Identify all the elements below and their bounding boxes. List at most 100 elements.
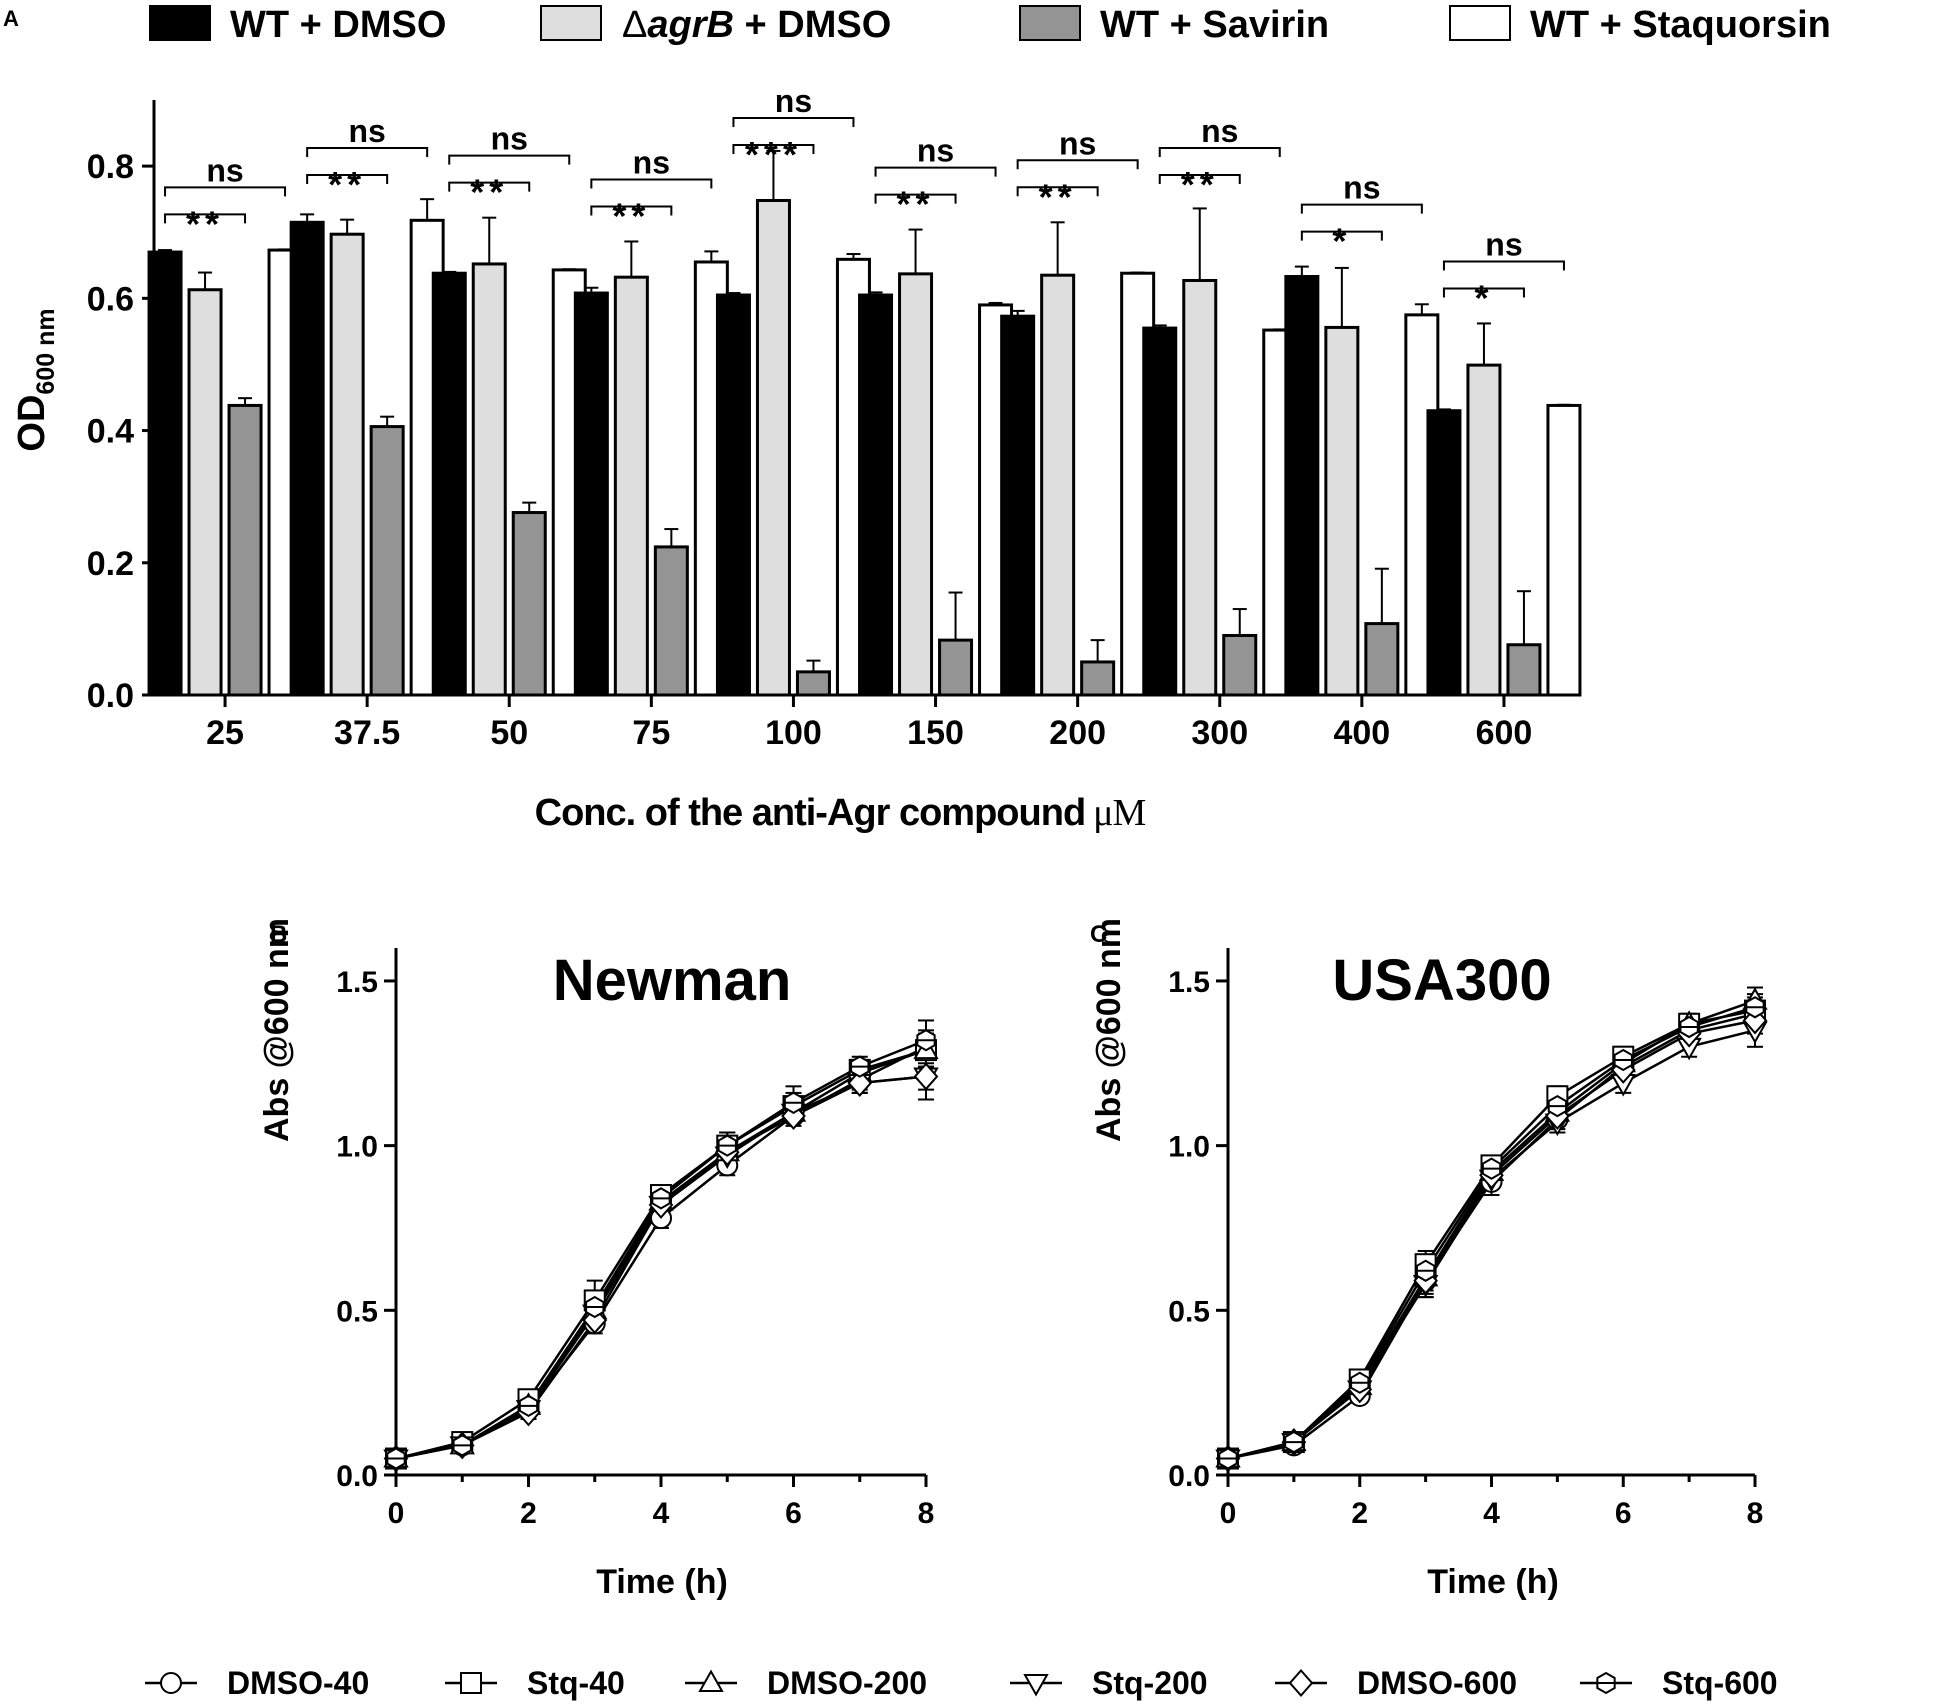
newman-y-tick-label: 0.5	[336, 1295, 378, 1328]
bar-x-tick-label: 150	[907, 714, 964, 752]
line-legend-marker-stq-40	[460, 1672, 482, 1694]
legend-agrb-gene: agrB	[647, 4, 734, 46]
significance-label-bottom: **	[328, 164, 366, 205]
significance-bracket-top	[590, 178, 713, 189]
line-legend-marker-dmso-40	[160, 1672, 182, 1694]
significance-bracket-top	[1016, 159, 1139, 170]
bar-x-tick-label: 75	[632, 714, 670, 752]
significance-label-bottom: **	[186, 203, 224, 244]
bar-wt-savirin-600	[1506, 643, 1542, 697]
line-chart-newman-axes: 0.0 0.5 1.0 1.5 0 2 4 6 8	[336, 948, 934, 1530]
panel-label-a: A	[3, 6, 19, 31]
line-chart-usa300: USA300 0.0 0.5 1.0 1.5 0 2 4 6 8 Abs @600 nm Tim…	[1090, 918, 1768, 1601]
significance-label-top: ns	[633, 144, 670, 180]
newman-point-dmso-600	[847, 1069, 873, 1098]
usa300-x-tick-label: 6	[1615, 1497, 1632, 1530]
bar-wt-dmso-37-5	[289, 220, 325, 697]
bar-wt-savirin-25	[227, 403, 263, 697]
significance-bracket-top	[1442, 260, 1565, 271]
newman-x-tick-label: 8	[918, 1497, 935, 1530]
line-legend-label-dmso-200: DMSO-200	[767, 1665, 927, 1701]
significance-bracket-top	[1300, 203, 1423, 214]
newman-y-tick-label: 0.0	[336, 1460, 378, 1493]
bar-wt-savirin-200	[1080, 660, 1116, 697]
bar-agrb-dmso-100	[755, 198, 791, 697]
newman-line-stq-200	[395, 1075, 927, 1460]
panel-label-b: B	[270, 921, 287, 948]
legend-label-wt-dmso: WT + DMSO	[230, 4, 446, 46]
significance-bracket-top	[732, 117, 855, 127]
significance-bracket-bottom	[1442, 287, 1525, 298]
bar-x-tick-label: 50	[490, 714, 528, 752]
bar-chart-bars	[147, 149, 1582, 697]
line-legend-label-dmso-40: DMSO-40	[227, 1665, 369, 1701]
legend-swatch-wt-staquorsin	[1449, 5, 1511, 41]
usa300-x-tick-label: 4	[1483, 1497, 1500, 1530]
significance-label-bottom: *	[1474, 277, 1493, 318]
usa300-x-tick-label: 2	[1351, 1497, 1368, 1530]
legend-agrb-suffix: + DMSO	[734, 4, 891, 46]
legend-label-agrb-dmso: ΔagrB + DMSO	[622, 4, 891, 46]
bar-agrb-dmso-37-5	[329, 232, 365, 697]
bar-wt-dmso-25	[147, 250, 183, 697]
bar-wt-savirin-300	[1222, 634, 1258, 697]
newman-x-tick-label: 0	[388, 1497, 405, 1530]
usa300-line-stq-40	[1227, 1009, 1756, 1460]
significance-label-bottom: *	[1332, 221, 1351, 262]
significance-label-top: ns	[1059, 125, 1096, 161]
usa300-line-stq-600	[1227, 1006, 1756, 1460]
newman-x-tick-label: 2	[520, 1497, 537, 1530]
bar-agrb-dmso-25	[187, 288, 223, 697]
bar-y-tick-label: 0.0	[87, 677, 134, 715]
bar-x-tick-label: 37.5	[334, 714, 400, 752]
line-chart-usa300-y-label: Abs @600 nm	[1090, 918, 1128, 1142]
bar-agrb-dmso-300	[1182, 278, 1218, 697]
bar-wt-savirin-37-5	[369, 425, 405, 697]
bar-x-tick-label: 600	[1476, 714, 1533, 752]
usa300-x-tick-label: 8	[1747, 1497, 1764, 1530]
bar-wt-savirin-75	[653, 545, 689, 697]
significance-label-top: ns	[491, 121, 528, 157]
bar-wt-dmso-200	[1000, 314, 1036, 697]
significance-bracket-bottom	[874, 193, 957, 204]
bar-x-tick-label: 25	[206, 714, 244, 752]
bar-x-tick-label: 400	[1333, 714, 1390, 752]
significance-label-top: ns	[1485, 226, 1522, 262]
bar-wt-dmso-100	[715, 293, 751, 697]
bar-agrb-dmso-150	[898, 272, 934, 697]
line-chart-newman-title: Newman	[553, 948, 792, 1013]
line-chart-usa300-x-label: Time (h)	[1427, 1563, 1559, 1601]
bar-x-tick-label: 100	[765, 714, 822, 752]
legend-label-wt-savirin: WT + Savirin	[1100, 4, 1329, 46]
bar-wt-dmso-75	[573, 291, 609, 697]
line-chart-usa300-axes: 0.0 0.5 1.0 1.5 0 2 4 6 8	[1168, 948, 1763, 1530]
usa300-line-dmso-40	[1227, 1012, 1756, 1460]
line-legend-marker-dmso-200	[698, 1669, 724, 1692]
newman-line-dmso-40	[395, 1045, 927, 1460]
significance-bracket-top	[1158, 147, 1281, 157]
newman-x-tick-label: 4	[653, 1497, 670, 1530]
panel-label-c: C	[1090, 921, 1107, 948]
significance-label-top: ns	[348, 113, 385, 149]
legend-label-wt-staquorsin: WT + Staquorsin	[1530, 4, 1831, 46]
line-chart-usa300-series	[1215, 986, 1768, 1473]
usa300-line-dmso-200	[1227, 999, 1756, 1460]
line-legend-marker-stq-200	[1023, 1674, 1049, 1697]
significance-label-top: ns	[1343, 170, 1380, 206]
usa300-x-tick-label: 0	[1220, 1497, 1237, 1530]
usa300-line-stq-200	[1227, 1029, 1756, 1460]
significance-label-bottom: **	[897, 184, 935, 225]
newman-x-tick-label: 6	[785, 1497, 802, 1530]
line-chart-newman-series	[383, 1019, 939, 1473]
usa300-y-tick-label: 0.0	[1168, 1460, 1210, 1493]
bar-wt-savirin-400	[1364, 622, 1400, 697]
bar-wt-dmso-600	[1426, 409, 1462, 697]
legend-swatch-wt-savirin	[1019, 5, 1081, 41]
bar-wt-dmso-150	[858, 293, 894, 697]
significance-bracket-bottom	[590, 205, 673, 216]
bar-y-tick-label: 0.6	[87, 280, 134, 318]
bar-agrb-dmso-400	[1324, 325, 1360, 697]
newman-line-stq-40	[395, 1048, 927, 1460]
significance-bracket-bottom	[1016, 186, 1099, 197]
significance-label-top: ns	[775, 83, 812, 119]
